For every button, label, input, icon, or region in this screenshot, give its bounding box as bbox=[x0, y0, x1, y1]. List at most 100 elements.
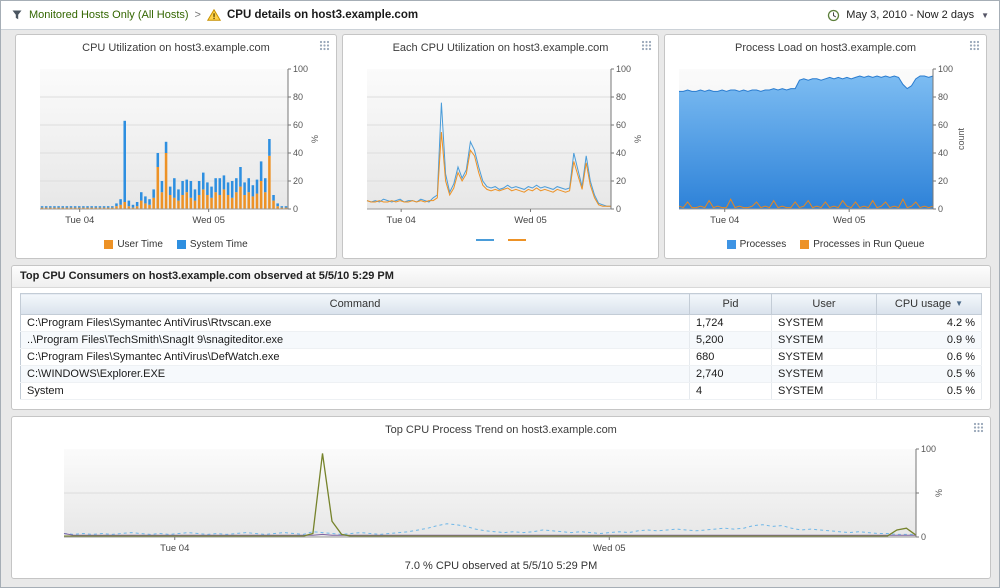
chart-options-icon[interactable] bbox=[641, 40, 652, 51]
legend-item: User Time bbox=[104, 239, 163, 250]
svg-text:20: 20 bbox=[293, 176, 303, 186]
cpu-utilization-panel: CPU Utilization on host3.example.com 0 20… bbox=[15, 34, 337, 259]
table-row[interactable]: C:\Program Files\Symantec AntiVirus\DefW… bbox=[20, 348, 982, 366]
column-header-command[interactable]: Command bbox=[20, 293, 690, 315]
legend-label: User Time bbox=[117, 239, 163, 250]
legend-line-icon bbox=[475, 239, 494, 241]
process-load-panel: Process Load on host3.example.com 0 20 40 6… bbox=[664, 34, 987, 259]
svg-text:0: 0 bbox=[616, 204, 621, 214]
svg-text:Tue 04: Tue 04 bbox=[710, 215, 739, 226]
svg-text:0: 0 bbox=[938, 204, 943, 214]
cell-user: SYSTEM bbox=[771, 331, 877, 349]
top-cpu-consumers-table: Command Pid User CPU usage ▼ C:\Program F… bbox=[20, 293, 982, 400]
top-cpu-consumers-title: Top CPU Consumers on host3.example.com o… bbox=[12, 266, 990, 288]
svg-text:100: 100 bbox=[616, 64, 631, 74]
chart-options-icon[interactable] bbox=[319, 40, 330, 51]
cell-user: SYSTEM bbox=[771, 382, 877, 400]
svg-text:Wed 05: Wed 05 bbox=[593, 543, 626, 554]
cell-command: System bbox=[20, 382, 690, 400]
svg-text:%: % bbox=[934, 489, 944, 497]
svg-text:Tue 04: Tue 04 bbox=[65, 215, 94, 226]
svg-text:0: 0 bbox=[921, 532, 926, 542]
legend-item: Processes bbox=[726, 239, 787, 250]
top-cpu-consumers-panel: Top CPU Consumers on host3.example.com o… bbox=[11, 265, 991, 410]
svg-text:60: 60 bbox=[616, 120, 626, 130]
svg-text:80: 80 bbox=[938, 92, 948, 102]
svg-text:%: % bbox=[633, 135, 643, 143]
time-range-label[interactable]: May 3, 2010 - Now 2 days bbox=[846, 9, 975, 21]
cell-cpu-usage: 0.6 % bbox=[876, 348, 982, 366]
svg-text:Wed 05: Wed 05 bbox=[833, 215, 866, 226]
svg-text:60: 60 bbox=[938, 120, 948, 130]
svg-text:0: 0 bbox=[293, 204, 298, 214]
top-cpu-process-trend-panel: Top CPU Process Trend on host3.example.c… bbox=[11, 416, 991, 579]
cpu-utilization-chart-title: CPU Utilization on host3.example.com bbox=[82, 42, 270, 54]
cell-cpu-usage: 0.9 % bbox=[876, 331, 982, 349]
svg-text:count: count bbox=[956, 127, 966, 150]
cpu-usage-header-label: CPU usage bbox=[894, 298, 952, 310]
process-load-chart-title: Process Load on host3.example.com bbox=[735, 42, 916, 54]
legend-label: Processes bbox=[739, 239, 787, 250]
svg-text:40: 40 bbox=[938, 148, 948, 158]
cell-cpu-usage: 0.5 % bbox=[876, 365, 982, 383]
svg-text:Wed 05: Wed 05 bbox=[514, 215, 547, 226]
svg-text:80: 80 bbox=[293, 92, 303, 102]
svg-text:20: 20 bbox=[616, 176, 626, 186]
svg-text:%: % bbox=[310, 135, 320, 143]
cell-pid: 4 bbox=[689, 382, 772, 400]
svg-text:20: 20 bbox=[938, 176, 948, 186]
top-cpu-process-trend-chart[interactable]: 0 100% Tue 04 Wed 05 bbox=[12, 441, 990, 557]
breadcrumb-bar: Monitored Hosts Only (All Hosts) > CPU d… bbox=[1, 1, 999, 30]
svg-text:100: 100 bbox=[921, 444, 936, 454]
column-header-cpu-usage[interactable]: CPU usage ▼ bbox=[876, 293, 982, 315]
chart-options-icon[interactable] bbox=[973, 422, 984, 433]
svg-text:80: 80 bbox=[616, 92, 626, 102]
table-header-row: Command Pid User CPU usage ▼ bbox=[20, 293, 982, 315]
each-cpu-utilization-chart[interactable]: 0 20 40 60 80 100% Tue 04 Wed 05 bbox=[343, 59, 658, 231]
table-wrap: Command Pid User CPU usage ▼ C:\Program F… bbox=[12, 288, 990, 400]
table-row[interactable]: ..\Program Files\TechSmith\SnagIt 9\snag… bbox=[20, 331, 982, 349]
sort-desc-icon: ▼ bbox=[955, 299, 964, 308]
table-row[interactable]: System 4 SYSTEM 0.5 % bbox=[20, 382, 982, 400]
cell-command: C:\Program Files\Symantec AntiVirus\DefW… bbox=[20, 348, 690, 366]
table-row[interactable]: C:\WINDOWS\Explorer.EXE 2,740 SYSTEM 0.5… bbox=[20, 365, 982, 383]
breadcrumb-separator: > bbox=[194, 9, 201, 21]
cpu-utilization-chart[interactable]: 0 20 40 60 80 100% Tue 04 Wed 05 bbox=[16, 59, 336, 231]
legend-item bbox=[475, 239, 494, 241]
legend-label: Processes in Run Queue bbox=[813, 239, 925, 250]
cell-pid: 2,740 bbox=[689, 365, 772, 383]
chevron-down-icon[interactable]: ▼ bbox=[981, 10, 989, 20]
legend-swatch-icon bbox=[104, 240, 114, 249]
cell-command: C:\Program Files\Symantec AntiVirus\Rtvs… bbox=[20, 314, 690, 332]
svg-text:60: 60 bbox=[293, 120, 303, 130]
svg-text:Wed 05: Wed 05 bbox=[192, 215, 225, 226]
legend-item: Processes in Run Queue bbox=[800, 239, 924, 250]
process-load-chart[interactable]: 0 20 40 60 80 100 count Tue 04 Wed 05 bbox=[665, 59, 986, 231]
legend-item: System Time bbox=[176, 239, 248, 250]
each-cpu-legend bbox=[343, 239, 658, 241]
each-cpu-chart-title: Each CPU Utilization on host3.example.co… bbox=[392, 42, 609, 54]
trend-chart-title: Top CPU Process Trend on host3.example.c… bbox=[385, 424, 617, 436]
cell-command: ..\Program Files\TechSmith\SnagIt 9\snag… bbox=[20, 331, 690, 349]
cell-pid: 1,724 bbox=[689, 314, 772, 332]
each-cpu-utilization-panel: Each CPU Utilization on host3.example.co… bbox=[342, 34, 659, 259]
column-header-pid[interactable]: Pid bbox=[689, 293, 772, 315]
cpu-utilization-legend: User Time System Time bbox=[16, 239, 336, 250]
svg-text:Tue 04: Tue 04 bbox=[387, 215, 416, 226]
legend-swatch-icon bbox=[726, 240, 736, 249]
cell-user: SYSTEM bbox=[771, 348, 877, 366]
svg-text:100: 100 bbox=[293, 64, 308, 74]
chart-options-icon[interactable] bbox=[969, 40, 980, 51]
cell-pid: 5,200 bbox=[689, 331, 772, 349]
warning-icon bbox=[206, 9, 221, 21]
breadcrumb-root-link[interactable]: Monitored Hosts Only (All Hosts) bbox=[29, 9, 189, 21]
svg-text:100: 100 bbox=[938, 64, 953, 74]
legend-item bbox=[507, 239, 526, 241]
dashboard-icon bbox=[11, 9, 23, 21]
column-header-user[interactable]: User bbox=[771, 293, 877, 315]
cell-cpu-usage: 4.2 % bbox=[876, 314, 982, 332]
cell-cpu-usage: 0.5 % bbox=[876, 382, 982, 400]
table-row[interactable]: C:\Program Files\Symantec AntiVirus\Rtvs… bbox=[20, 314, 982, 332]
svg-text:Tue 04: Tue 04 bbox=[160, 543, 189, 554]
trend-caption: 7.0 % CPU observed at 5/5/10 5:29 PM bbox=[404, 560, 598, 572]
